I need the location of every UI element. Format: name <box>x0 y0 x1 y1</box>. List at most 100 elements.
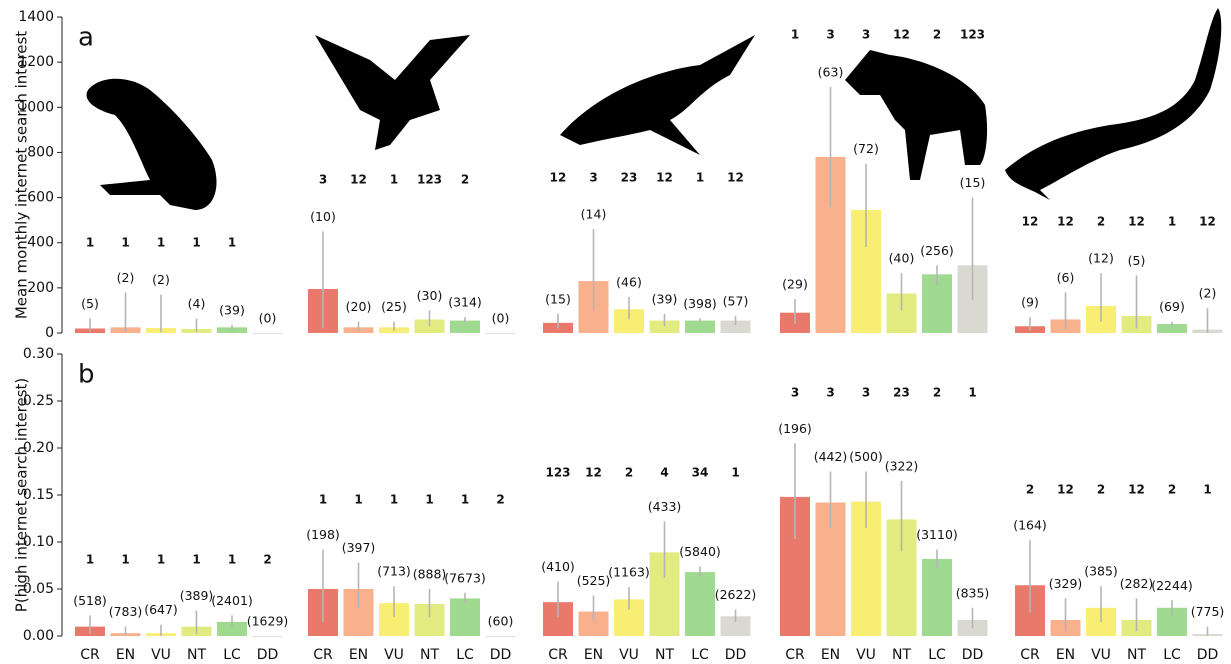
count-label: (398) <box>683 296 717 311</box>
count-label: (329) <box>1049 576 1083 591</box>
count-label: (196) <box>778 421 812 436</box>
group-letter: 1 <box>192 553 200 567</box>
count-label: (397) <box>342 540 376 555</box>
group-letter: 3 <box>862 386 870 400</box>
x-tick-label: EN <box>1056 647 1075 663</box>
group-letter: 123 <box>960 28 985 42</box>
bar <box>252 636 283 637</box>
x-tick-label: LC <box>456 647 474 663</box>
group-letter: 1 <box>121 553 129 567</box>
group-letter: 4 <box>660 466 668 480</box>
count-label: (647) <box>144 602 178 617</box>
group-letter: 1 <box>192 236 200 250</box>
group-letter: 1 <box>1203 483 1211 497</box>
wolf-silhouette <box>845 50 988 180</box>
x-tick-label: LC <box>1163 647 1181 663</box>
bar <box>649 320 680 333</box>
count-label: (39) <box>219 303 245 318</box>
x-tick-label: VU <box>1091 647 1111 663</box>
count-label: (4) <box>188 296 206 311</box>
bar <box>252 333 283 334</box>
count-label: (30) <box>417 288 443 303</box>
group-letter: 1 <box>390 493 398 507</box>
y-tick-label: 1000 <box>18 99 54 115</box>
count-label: (63) <box>818 64 844 79</box>
count-label: (198) <box>306 527 340 542</box>
x-tick-label: LC <box>691 647 709 663</box>
count-label: (5) <box>1128 253 1146 268</box>
group-letter: 1 <box>731 466 739 480</box>
count-label: (15) <box>960 175 986 190</box>
x-tick-label: CR <box>548 647 568 663</box>
count-label: (256) <box>920 243 954 258</box>
count-label: (60) <box>488 614 514 629</box>
count-label: (72) <box>853 141 879 156</box>
count-label: (500) <box>849 449 883 464</box>
y-tick-label: 200 <box>27 280 54 296</box>
bar <box>614 309 644 333</box>
group-letter: 2 <box>625 466 633 480</box>
x-tick-label: NT <box>1127 647 1146 663</box>
count-label: (835) <box>956 585 990 600</box>
y-tick-label: 1200 <box>18 54 54 70</box>
y-tick-label: 0.30 <box>23 346 54 362</box>
group-letter: 123 <box>545 466 570 480</box>
count-label: (9) <box>1021 295 1039 310</box>
y-tick-label: 0.15 <box>23 487 54 503</box>
group-letter: 1 <box>968 386 976 400</box>
count-label: (2244) <box>1151 578 1193 593</box>
y-tick-label: 0.20 <box>23 440 54 456</box>
count-label: (6) <box>1057 270 1075 285</box>
x-tick-label: VU <box>856 647 876 663</box>
frog-silhouette <box>86 78 217 210</box>
y-tick-label: 1400 <box>18 9 54 25</box>
count-label: (7673) <box>444 570 486 585</box>
group-letter: 2 <box>933 28 941 42</box>
x-tick-label: EN <box>584 647 603 663</box>
count-label: (2622) <box>715 587 757 602</box>
bar <box>720 616 751 636</box>
count-label: (0) <box>259 311 277 326</box>
bar <box>685 572 715 636</box>
count-label: (2401) <box>211 593 253 608</box>
x-tick-label: DD <box>257 647 279 663</box>
x-tick-label: EN <box>349 647 368 663</box>
count-label: (15) <box>545 291 571 306</box>
count-label: (322) <box>885 458 919 473</box>
count-label: (2) <box>1199 286 1217 301</box>
shark-silhouette <box>560 35 755 155</box>
group-letter: 2 <box>1097 215 1105 229</box>
group-letter: 12 <box>585 466 602 480</box>
group-letter: 12 <box>1199 215 1216 229</box>
group-letter: 12 <box>1128 483 1145 497</box>
x-tick-label: NT <box>187 647 206 663</box>
count-label: (525) <box>577 573 611 588</box>
bar <box>450 320 480 333</box>
group-letter: 1 <box>86 553 94 567</box>
count-label: (2) <box>117 270 135 285</box>
count-label: (39) <box>652 291 678 306</box>
group-letter: 2 <box>1026 483 1034 497</box>
count-label: (442) <box>814 449 848 464</box>
y-tick-label: 0 <box>45 325 54 341</box>
y-tick-label: 0.00 <box>23 628 54 644</box>
group-letter: 12 <box>1022 215 1039 229</box>
count-label: (3110) <box>916 527 958 542</box>
count-label: (20) <box>346 299 372 314</box>
group-letter: 2 <box>933 386 941 400</box>
y-tick-label: 0.25 <box>23 393 54 409</box>
count-label: (385) <box>1084 564 1118 579</box>
group-letter: 2 <box>496 493 504 507</box>
group-letter: 12 <box>727 171 744 185</box>
x-tick-label: DD <box>962 647 984 663</box>
count-label: (29) <box>782 277 808 292</box>
y-tick-label: 800 <box>27 144 54 160</box>
y-tick-label: 400 <box>27 235 54 251</box>
count-label: (57) <box>723 294 749 309</box>
count-label: (410) <box>541 559 575 574</box>
y-tick-label: 600 <box>27 190 54 206</box>
count-label: (10) <box>310 209 336 224</box>
x-tick-label: VU <box>619 647 639 663</box>
bar <box>450 598 480 636</box>
